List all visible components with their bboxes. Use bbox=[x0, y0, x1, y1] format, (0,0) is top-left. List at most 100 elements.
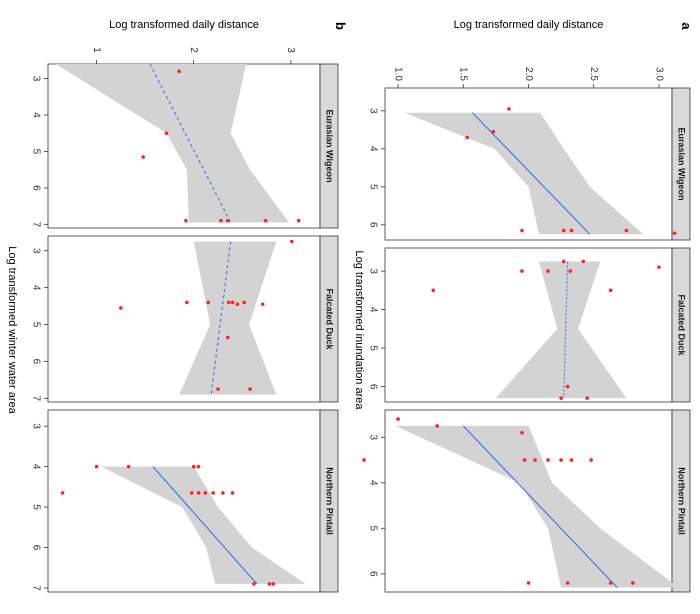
data-point bbox=[561, 259, 566, 264]
panel-label: b bbox=[333, 22, 348, 30]
x-axis-label: Log transformed inundation area bbox=[353, 251, 365, 411]
data-point bbox=[585, 396, 590, 400]
data-point bbox=[608, 288, 613, 293]
data-point bbox=[189, 491, 194, 495]
data-point bbox=[520, 430, 524, 435]
data-point bbox=[219, 218, 223, 223]
data-point bbox=[435, 424, 439, 428]
x-tick-label: 3 bbox=[367, 268, 378, 274]
facet-strip bbox=[319, 235, 339, 403]
data-point bbox=[225, 218, 230, 223]
x-tick-label: 3 bbox=[30, 76, 41, 82]
data-point bbox=[260, 302, 265, 307]
data-point bbox=[465, 135, 469, 140]
data-point bbox=[126, 464, 131, 469]
x-tick-label: 6 bbox=[30, 545, 41, 551]
data-point bbox=[248, 387, 252, 391]
x-tick-label: 4 bbox=[367, 146, 378, 152]
data-point bbox=[60, 491, 65, 495]
facet-a-northern-pintail: Northern Pintail 3 4 5 6 bbox=[362, 409, 691, 593]
x-tick-label: 3 bbox=[30, 423, 41, 429]
x-tick-label: 5 bbox=[30, 149, 41, 155]
x-tick-label: 6 bbox=[367, 384, 378, 390]
data-point bbox=[267, 582, 272, 586]
data-point bbox=[271, 582, 276, 586]
facet-a-eurasian-wigeon: Eurasian Wigeon 3 4 5 6 bbox=[367, 87, 691, 241]
regression-line bbox=[563, 261, 569, 399]
data-point bbox=[177, 69, 181, 74]
x-tick-label: 5 bbox=[30, 322, 41, 328]
data-point bbox=[290, 239, 294, 244]
x-tick-label: 3 bbox=[367, 435, 378, 441]
data-point bbox=[263, 218, 268, 223]
data-point bbox=[203, 491, 208, 495]
facet-a-falcated-duck: Falcated Duck 3 4 5 6 bbox=[367, 247, 691, 403]
data-point bbox=[559, 458, 563, 462]
regression-line bbox=[462, 425, 618, 588]
facet-b-northern-pintail: Northern Pintail 3 4 5 6 7 bbox=[30, 409, 339, 593]
data-point bbox=[196, 491, 201, 495]
regression-line bbox=[472, 112, 591, 235]
data-point bbox=[196, 464, 201, 469]
facet-b-eurasian-wigeon: Eurasian Wigeon 3 4 5 6 7 bbox=[30, 63, 339, 229]
confidence-band bbox=[179, 241, 277, 395]
data-point bbox=[252, 582, 256, 586]
data-point bbox=[533, 458, 537, 462]
x-axis-label: Log transformed winter water area bbox=[6, 246, 18, 414]
data-point bbox=[559, 396, 563, 400]
data-point bbox=[581, 259, 586, 264]
data-point bbox=[520, 228, 524, 233]
x-tick-label: 5 bbox=[367, 526, 378, 532]
data-point bbox=[526, 581, 531, 585]
data-point bbox=[624, 228, 629, 233]
data-point bbox=[565, 384, 570, 389]
data-point bbox=[569, 458, 574, 462]
data-point bbox=[235, 302, 240, 307]
data-point bbox=[191, 464, 196, 469]
x-tick-label: 6 bbox=[367, 222, 378, 228]
y-tick-label: 3 bbox=[285, 47, 296, 53]
confidence-band bbox=[55, 64, 289, 223]
data-point bbox=[184, 218, 188, 223]
y-tick-label: 2.5 bbox=[588, 67, 599, 81]
data-point bbox=[657, 265, 661, 270]
data-point bbox=[522, 458, 527, 462]
data-point bbox=[565, 581, 570, 585]
data-point bbox=[119, 306, 123, 310]
x-tick-label: 5 bbox=[30, 504, 41, 510]
facet-frame bbox=[47, 235, 321, 403]
x-tick-label: 7 bbox=[30, 222, 41, 228]
facet-strip bbox=[671, 409, 691, 593]
facet-strip bbox=[671, 87, 691, 241]
x-tick-label: 6 bbox=[30, 185, 41, 191]
y-tick-label: 1.0 bbox=[392, 67, 403, 81]
x-tick-label: 3 bbox=[367, 108, 378, 114]
y-tick-label: 2.0 bbox=[523, 67, 534, 81]
data-point bbox=[164, 131, 169, 136]
facet-title: Northern Pintail bbox=[677, 467, 687, 535]
data-point bbox=[568, 269, 573, 273]
regression-line bbox=[152, 466, 258, 585]
panel-label: a bbox=[679, 22, 694, 30]
data-point bbox=[546, 269, 550, 273]
x-tick-label: 5 bbox=[367, 184, 378, 190]
facet-title: Falcated Duck bbox=[677, 294, 687, 356]
x-tick-label: 4 bbox=[367, 480, 378, 486]
facet-strip bbox=[319, 63, 339, 229]
data-point bbox=[631, 581, 635, 585]
data-point bbox=[225, 335, 230, 340]
data-point bbox=[206, 300, 211, 305]
data-point bbox=[672, 231, 677, 235]
confidence-band bbox=[404, 112, 644, 235]
data-point bbox=[216, 387, 220, 391]
confidence-band bbox=[101, 466, 306, 584]
y-axis-label: Log transformed daily distance bbox=[454, 19, 604, 31]
x-tick-label: 4 bbox=[30, 285, 41, 291]
data-point bbox=[362, 458, 366, 462]
data-point bbox=[185, 300, 189, 305]
data-point bbox=[608, 581, 613, 585]
facet-title: Eurasian Wigeon bbox=[325, 110, 335, 183]
